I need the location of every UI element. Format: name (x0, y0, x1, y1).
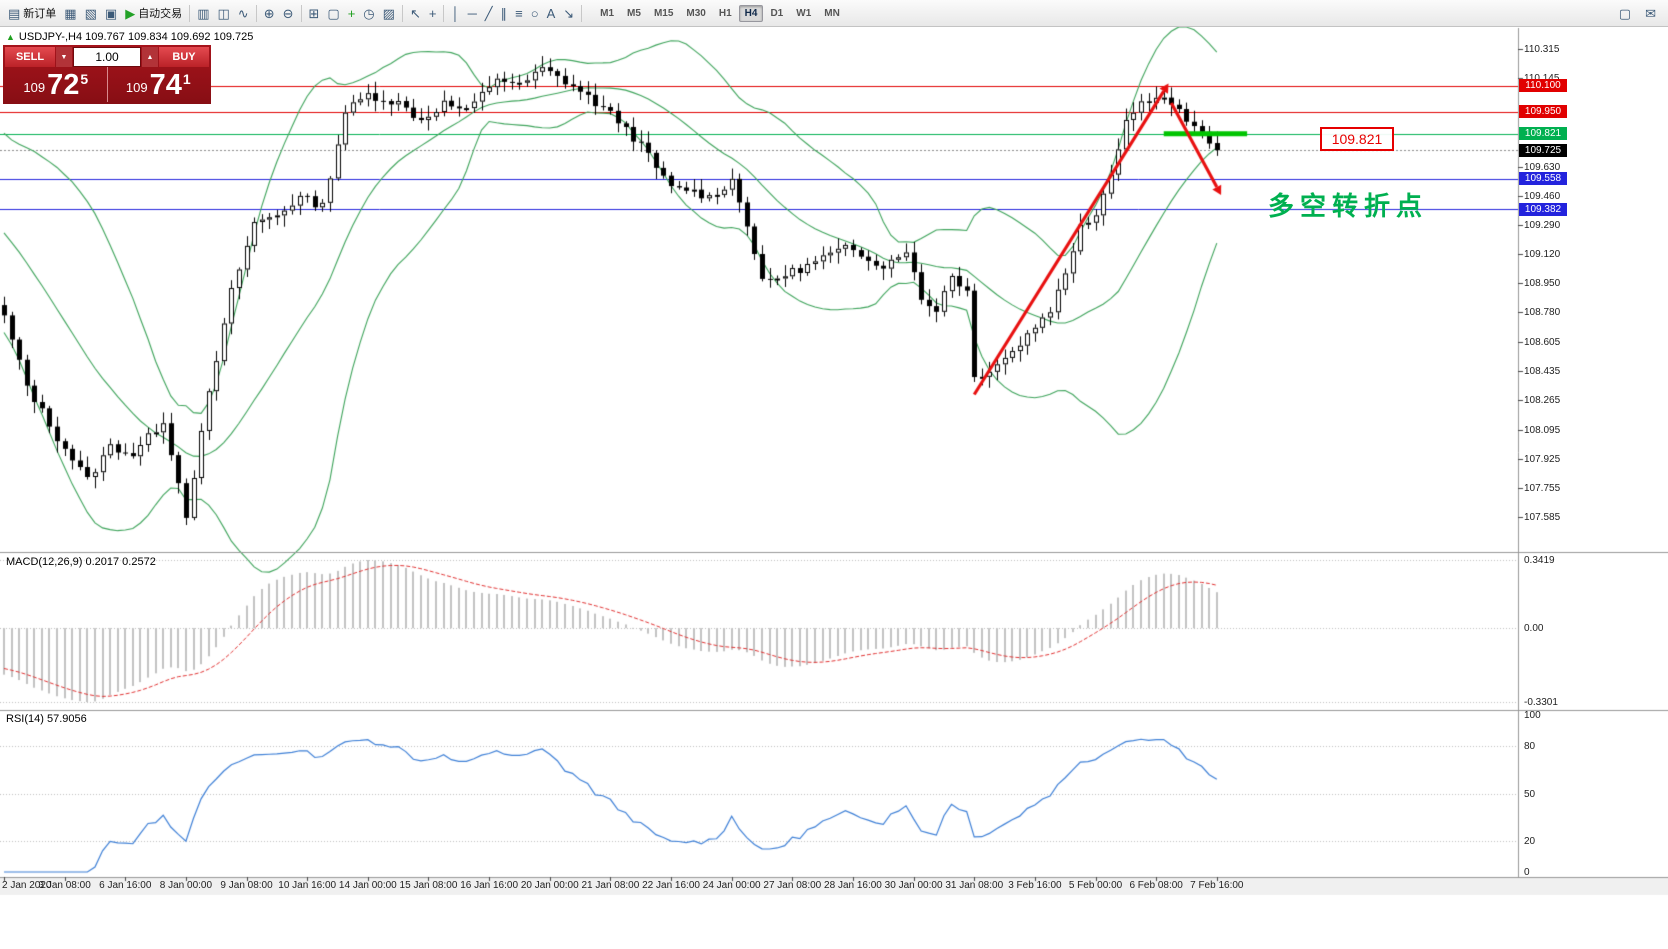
mail-icon: ✉ (1645, 5, 1656, 21)
horizontal-line-icon: ─ (467, 5, 477, 21)
toolbar-separator (401, 4, 403, 22)
horizontal-line-button[interactable]: ─ (464, 3, 481, 23)
bar-chart-type-icon: ▥ (197, 5, 210, 21)
profiles-button[interactable]: ▧ (81, 3, 101, 23)
templates-icon: ▨ (382, 5, 395, 21)
timeframe-MN-button[interactable]: MN (824, 7, 840, 19)
shapes-button[interactable]: ○ (527, 3, 543, 23)
toolbar: ▤ 新订单 ▦ ▧ ▣ ▶ 自动交易 ▥ ◫ ∿ ⊕ ⊖ ⊞ ▢ + ◷ ▨ ↖ + │ ─ ╱ ∥ ≡ ○ A ↘ M1 M5 M15… (0, 0, 1668, 27)
timeframe-H4-button[interactable]: H4 (738, 4, 764, 22)
arrows-button[interactable]: ↘ (559, 3, 578, 23)
new-order-button-label: 新订单 (23, 8, 57, 20)
text-icon: A (546, 5, 556, 21)
community-button[interactable]: ✉ (1641, 3, 1660, 23)
channel-icon: ∥ (500, 5, 508, 21)
charts-button[interactable]: ▦ (60, 3, 80, 23)
volume-decrease-button[interactable]: ▼ (56, 47, 72, 67)
cascade-windows-icon: ▢ (327, 5, 340, 21)
vertical-line-icon: │ (451, 5, 460, 21)
trendline-button[interactable]: ╱ (481, 3, 497, 23)
new-order-button[interactable]: ▤ 新订单 (4, 3, 60, 23)
price-callout-box: 109.821 (1320, 127, 1394, 151)
toolbar-separator (300, 4, 302, 22)
bar-chart-type-button[interactable]: ▥ (193, 3, 213, 23)
timeframe-H1-button[interactable]: H1 (718, 7, 732, 19)
sell-button[interactable]: SELL (5, 47, 55, 67)
auto-trading-button-label: 自动交易 (138, 8, 183, 20)
toolbar-separator (581, 4, 583, 22)
rsi-label: RSI(14) 57.9056 (6, 713, 87, 725)
macd-label: MACD(12,26,9) 0.2017 0.2572 (6, 556, 156, 568)
vertical-line-button[interactable]: │ (447, 3, 463, 23)
fullscreen-icon: ▢ (1618, 5, 1632, 21)
ask-big: 74 (149, 69, 182, 101)
fibonacci-icon: ≡ (515, 5, 523, 21)
indicators-button[interactable]: + (344, 3, 360, 23)
timeframe-M5-button[interactable]: M5 (627, 7, 641, 19)
toolbar-right-buttons: ▢ ✉ (1615, 3, 1660, 23)
crosshair-icon: + (428, 5, 437, 21)
ellipse-icon: ○ (530, 5, 539, 21)
toolbar-buttons: ▤ 新订单 ▦ ▧ ▣ ▶ 自动交易 ▥ ◫ ∿ ⊕ ⊖ ⊞ ▢ + ◷ ▨ ↖ + │ ─ ╱ ∥ ≡ ○ A ↘ (4, 3, 585, 23)
templates-button[interactable]: ▨ (379, 3, 399, 23)
zoom-in-button[interactable]: ⊕ (260, 3, 279, 23)
volume-input[interactable]: 1.00 (73, 47, 141, 67)
ohlc-header: ▲ USDJPY-,H4 109.767 109.834 109.692 109… (6, 31, 253, 43)
buy-button[interactable]: BUY (159, 47, 209, 67)
toolbar-separator (255, 4, 257, 22)
ask-prefix: 109 (125, 80, 148, 95)
data-window-icon: ▣ (104, 5, 118, 21)
fullscreen-button[interactable]: ▢ (1615, 3, 1635, 23)
tile-windows-button[interactable]: ⊞ (305, 3, 324, 23)
trendline-icon: ╱ (484, 5, 493, 21)
candlestick-type-button[interactable]: ◫ (213, 3, 233, 23)
timeframe-M15-button[interactable]: M15 (653, 7, 674, 19)
text-button[interactable]: A (543, 3, 560, 23)
ask-sup: 1 (182, 71, 191, 87)
bid-prefix: 109 (23, 80, 46, 95)
bid-price[interactable]: 109 72 5 (5, 67, 107, 102)
data-window-button[interactable]: ▣ (101, 3, 121, 23)
toolbar-separator (443, 4, 445, 22)
one-click-trading-panel: SELL ▼ 1.00 ▲ BUY 109 72 5 109 74 1 (3, 45, 211, 104)
trade-panel-prices: 109 72 5 109 74 1 (5, 67, 209, 102)
profiles-icon: ▧ (84, 5, 97, 21)
zoom-out-icon: ⊖ (282, 5, 294, 21)
ask-price[interactable]: 109 74 1 (106, 67, 210, 102)
crosshair-button[interactable]: + (425, 3, 441, 23)
cascade-windows-button[interactable]: ▢ (323, 3, 343, 23)
auto-trading-button[interactable]: ▶ 自动交易 (121, 3, 186, 23)
volume-increase-button[interactable]: ▲ (142, 47, 158, 67)
symbol-trend-icon: ▲ (6, 32, 15, 42)
timeframe-W1-button[interactable]: W1 (796, 7, 812, 19)
timeframe-M1-button[interactable]: M1 (600, 7, 615, 19)
cursor-icon: ↖ (409, 5, 421, 21)
play-icon: ▶ (125, 5, 136, 21)
bar-chart-icon: ▦ (64, 5, 77, 21)
tile-windows-icon: ⊞ (308, 5, 320, 21)
new-order-icon: ▤ (8, 5, 21, 21)
zoom-out-button[interactable]: ⊖ (279, 3, 298, 23)
toolbar-separator (189, 4, 191, 22)
timeframe-buttons: M1 M5 M15 M30 H1 H4 D1 W1 MN (593, 4, 846, 22)
line-chart-icon: ∿ (237, 5, 249, 21)
trade-panel-controls: SELL ▼ 1.00 ▲ BUY (5, 47, 209, 67)
candlestick-icon: ◫ (217, 5, 230, 21)
arrow-tool-icon: ↘ (563, 5, 575, 21)
zoom-in-icon: ⊕ (263, 5, 275, 21)
periods-button[interactable]: ◷ (359, 3, 378, 23)
ohlc-text: USDJPY-,H4 109.767 109.834 109.692 109.7… (18, 31, 254, 43)
bid-big: 72 (47, 69, 80, 101)
indicators-plus-icon: + (347, 5, 356, 21)
turning-point-annotation: 多空转折点 (1268, 192, 1429, 222)
timeframe-M30-button[interactable]: M30 (686, 7, 706, 19)
channel-button[interactable]: ∥ (497, 3, 512, 23)
fibonacci-button[interactable]: ≡ (511, 3, 527, 23)
cursor-button[interactable]: ↖ (406, 3, 425, 23)
clock-icon: ◷ (363, 5, 375, 21)
bid-sup: 5 (80, 71, 89, 87)
line-chart-type-button[interactable]: ∿ (234, 3, 253, 23)
timeframe-D1-button[interactable]: D1 (770, 7, 784, 19)
